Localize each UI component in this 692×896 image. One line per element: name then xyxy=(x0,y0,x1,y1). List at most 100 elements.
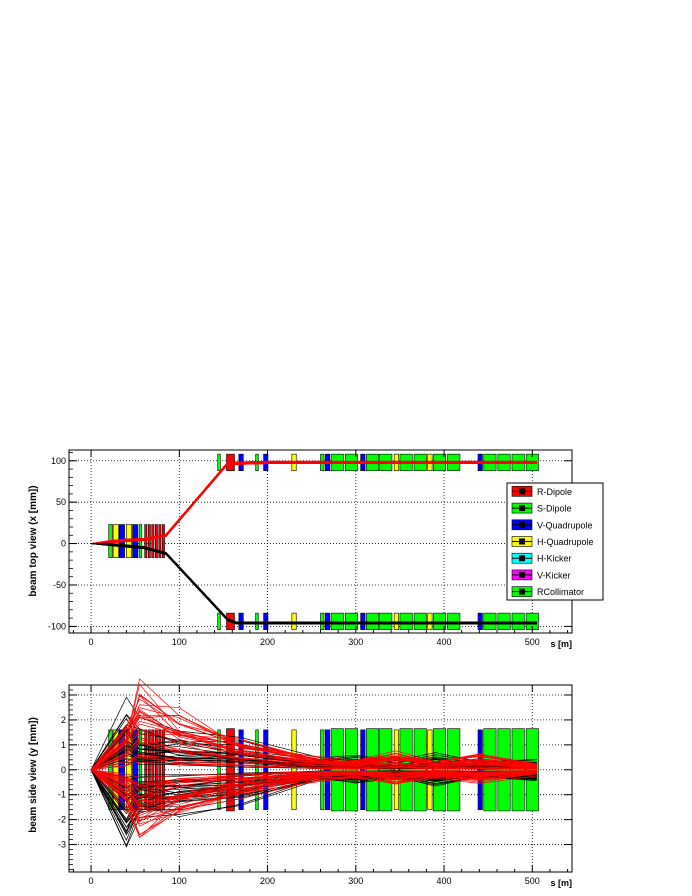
beamline-element xyxy=(291,612,297,630)
beamline-element xyxy=(330,612,344,630)
y-tick-label: 50 xyxy=(56,497,66,507)
beam-trajectory xyxy=(91,463,537,544)
beamline-element xyxy=(483,612,497,630)
beamline-element xyxy=(144,524,148,558)
beamline-element xyxy=(344,612,358,630)
beamline-element xyxy=(291,729,297,810)
beamline-element xyxy=(483,728,497,812)
beamline-element xyxy=(366,728,380,812)
beamline-element xyxy=(433,728,447,812)
beamline-element xyxy=(344,728,358,812)
legend-swatch-marker xyxy=(519,538,525,545)
y-tick-label: 0 xyxy=(61,765,66,775)
beamline-element xyxy=(360,729,366,810)
beamline-element xyxy=(433,612,447,630)
y-tick-label: -2 xyxy=(58,815,66,825)
beamline-element xyxy=(366,612,380,630)
beamline-element xyxy=(320,729,325,810)
beamline-element xyxy=(330,728,344,812)
x-tick-label: 300 xyxy=(348,876,363,886)
beam-trajectory xyxy=(91,543,537,625)
beamline-element xyxy=(162,524,165,558)
beam-trajectory xyxy=(91,462,537,544)
top-grid xyxy=(69,450,572,633)
beamline-element xyxy=(379,612,393,630)
legend-label: R-Dipole xyxy=(537,487,572,497)
top-axes: 0 100 200 300 400 500 -100 -50 0 50 100 xyxy=(48,450,572,647)
beamline-element xyxy=(325,729,331,810)
beamline-element xyxy=(477,612,483,630)
beam-trajectory xyxy=(90,742,537,771)
beamline-element xyxy=(525,728,539,812)
beamline-element xyxy=(413,612,427,630)
beamline-element xyxy=(263,729,269,810)
beamline-element xyxy=(238,729,244,810)
beam-trajectory xyxy=(90,769,537,836)
beamline-element xyxy=(263,612,269,630)
legend-swatch-marker xyxy=(519,505,525,512)
legend-swatch-marker xyxy=(519,521,525,528)
side-beam-trajectories xyxy=(90,678,537,848)
y-tick-label: 2 xyxy=(61,715,66,725)
beamline-element xyxy=(325,612,331,630)
side-axes: 0 100 200 300 400 500 -3 -2 -1 0 1 2 3 xyxy=(58,685,572,886)
beamline-element xyxy=(151,524,155,558)
beamline-element xyxy=(477,729,483,810)
beam-trajectory xyxy=(91,461,537,544)
side-view-panel: 0 100 200 300 400 500 -3 -2 -1 0 1 2 3 beam side vie… xyxy=(28,678,573,888)
legend-label: RCollimator xyxy=(537,587,584,597)
legend-label: H-Kicker xyxy=(537,554,572,564)
top-beam-trajectories xyxy=(91,460,537,625)
beam-trajectory xyxy=(91,755,537,771)
beamline-element xyxy=(399,728,413,812)
x-tick-label: 100 xyxy=(172,637,187,647)
beam-trajectory xyxy=(91,462,537,544)
beam-trajectory xyxy=(90,741,537,771)
beamline-element xyxy=(447,612,461,630)
legend-swatch-marker xyxy=(519,555,525,562)
beamline-element xyxy=(427,729,433,810)
x-tick-label: 400 xyxy=(437,876,452,886)
beam-trajectory xyxy=(91,543,537,624)
beamline-element xyxy=(497,728,511,812)
beam-trajectory xyxy=(90,769,537,805)
x-tick-label: 100 xyxy=(172,876,187,886)
beamline-element xyxy=(511,728,525,812)
top-ylabel: beam top view (x [mm]) xyxy=(28,485,39,596)
y-tick-label: -3 xyxy=(58,840,66,850)
beamline-element xyxy=(217,453,221,472)
beamline-element xyxy=(154,524,158,558)
side-xlabel: s [m] xyxy=(550,878,572,888)
beam-trajectory xyxy=(90,678,537,771)
beam-trajectory xyxy=(91,543,537,623)
beamline-element xyxy=(255,729,259,810)
beamline-element xyxy=(399,612,413,630)
x-tick-label: 200 xyxy=(260,876,275,886)
beam-trajectory xyxy=(90,728,537,771)
legend-label: H-Quadrupole xyxy=(537,537,594,547)
x-tick-label: 200 xyxy=(260,637,275,647)
x-tick-label: 300 xyxy=(348,637,363,647)
beamline-element xyxy=(158,524,162,558)
beamline-element xyxy=(511,612,525,630)
x-tick-label: 0 xyxy=(89,637,94,647)
beam-trajectory xyxy=(90,769,537,827)
beam-trajectory xyxy=(91,761,537,771)
beamline-element xyxy=(393,612,399,630)
beamline-element xyxy=(320,612,325,630)
beamline-element xyxy=(497,612,511,630)
legend-label: S-Dipole xyxy=(537,504,572,514)
beamline-element xyxy=(147,524,151,558)
y-tick-label: -100 xyxy=(48,621,66,631)
side-ylabel: beam side view (y [mm]) xyxy=(28,717,39,833)
beamline-element xyxy=(447,728,461,812)
legend-label: V-Kicker xyxy=(537,570,571,580)
x-tick-label: 500 xyxy=(525,637,540,647)
beam-trajectory xyxy=(91,769,537,787)
beam-trajectory xyxy=(91,769,537,798)
beamline-element xyxy=(427,612,433,630)
beam-trajectory xyxy=(90,769,537,839)
y-tick-label: 100 xyxy=(51,456,66,466)
beamline-element xyxy=(119,729,125,810)
beamline-element xyxy=(217,729,221,810)
